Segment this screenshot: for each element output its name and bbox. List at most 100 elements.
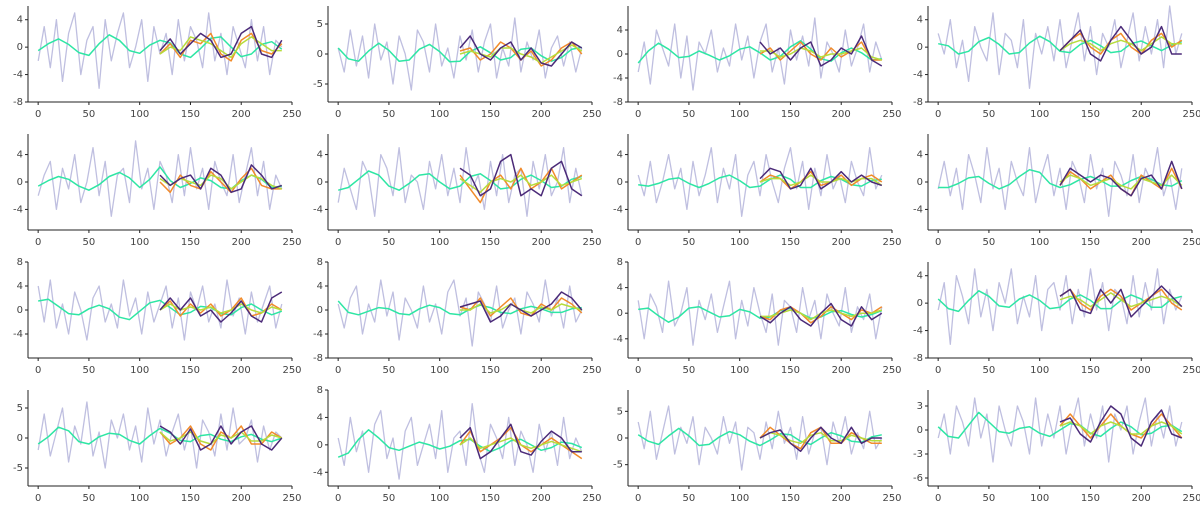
smooth-line <box>1059 285 1183 318</box>
smooth-line <box>38 298 283 321</box>
smooth-line <box>337 300 582 316</box>
observed-line <box>637 147 883 217</box>
panel: -8 -4 0 4 8 0 50 100 150 200 250 <box>313 257 602 376</box>
y-tick-label: -4 <box>313 467 323 478</box>
y-tick-label: 4 <box>617 283 623 294</box>
panel: -8 -4 0 4 0 50 100 150 200 250 <box>13 6 302 120</box>
x-tick-label: 50 <box>983 237 996 248</box>
x-tick-label: 0 <box>935 493 941 504</box>
x-tick-label: 50 <box>83 493 96 504</box>
y-tick-label: 4 <box>617 25 623 36</box>
observed-line <box>37 401 283 469</box>
x-tick-label: 100 <box>1030 109 1049 120</box>
smooth-line <box>759 306 883 324</box>
panel: -4 0 4 0 50 100 150 200 250 <box>913 134 1200 248</box>
panel: -4 0 4 8 0 50 100 150 200 250 <box>13 257 302 376</box>
y-tick-label: 0 <box>917 177 923 188</box>
panel: -8 -4 0 4 0 50 100 150 200 250 <box>913 5 1200 120</box>
x-tick-label: 100 <box>1030 493 1049 504</box>
smooth-line <box>459 167 583 204</box>
y-tick-label: 5 <box>17 403 23 414</box>
smooth-line <box>337 429 583 458</box>
x-tick-label: 250 <box>582 237 601 248</box>
smooth-line <box>759 302 883 327</box>
y-tick-label: 3 <box>917 401 923 412</box>
x-tick-label: 250 <box>1182 237 1200 248</box>
y-tick-label: 4 <box>917 15 923 26</box>
smooth-line <box>37 426 283 445</box>
smooth-line <box>37 34 283 59</box>
smooth-line <box>759 41 882 61</box>
smooth-line <box>1059 174 1183 190</box>
smooth-line <box>759 167 883 190</box>
observed-line <box>637 405 883 471</box>
smooth-line <box>159 425 283 451</box>
observed-line <box>937 268 1183 345</box>
y-tick-label: 4 <box>17 15 23 26</box>
panel: -4 0 4 8 0 50 100 150 200 250 <box>313 385 602 504</box>
y-tick-label: 4 <box>917 271 923 282</box>
y-tick-label: 4 <box>17 281 23 292</box>
smooth-line <box>1059 32 1183 55</box>
smooth-line <box>159 164 283 194</box>
x-tick-label: 100 <box>430 365 449 376</box>
x-tick-label: 50 <box>983 493 996 504</box>
y-tick-label: 0 <box>17 305 23 316</box>
x-tick-label: 100 <box>130 365 149 376</box>
y-tick-label: 0 <box>317 177 323 188</box>
x-tick-label: 50 <box>383 109 396 120</box>
y-tick-label: -4 <box>613 334 623 345</box>
x-tick-label: 200 <box>232 365 251 376</box>
x-tick-label: 100 <box>1030 365 1049 376</box>
x-tick-label: 50 <box>983 109 996 120</box>
smooth-line <box>159 36 282 59</box>
x-tick-label: 250 <box>282 365 301 376</box>
smooth-line <box>937 411 1183 439</box>
x-tick-label: 0 <box>635 237 641 248</box>
smooth-line <box>37 166 282 191</box>
smooth-line <box>1059 25 1182 62</box>
y-tick-label: 4 <box>317 281 323 292</box>
smooth-line <box>459 297 583 317</box>
x-tick-label: 250 <box>282 493 301 504</box>
x-tick-label: 200 <box>832 365 851 376</box>
x-tick-label: 0 <box>335 493 341 504</box>
x-tick-label: 50 <box>383 365 396 376</box>
x-tick-label: 0 <box>35 365 41 376</box>
smooth-line <box>638 306 883 323</box>
y-tick-label: 0 <box>617 177 623 188</box>
x-tick-label: 50 <box>383 237 396 248</box>
smooth-line <box>459 423 582 460</box>
x-tick-label: 100 <box>1030 237 1049 248</box>
x-tick-label: 250 <box>582 109 601 120</box>
observed-line <box>337 403 583 480</box>
x-tick-label: 0 <box>335 109 341 120</box>
observed-line <box>337 279 583 347</box>
x-tick-label: 0 <box>935 109 941 120</box>
x-tick-label: 50 <box>83 237 96 248</box>
y-tick-label: -6 <box>913 473 923 484</box>
smooth-line <box>159 25 283 59</box>
panel: -4 0 4 0 50 100 150 200 250 <box>313 134 602 248</box>
panel: -8 -4 0 4 0 50 100 150 200 250 <box>613 6 902 120</box>
x-tick-label: 200 <box>1132 109 1151 120</box>
y-tick-label: 0 <box>17 433 23 444</box>
x-tick-label: 100 <box>430 493 449 504</box>
x-tick-label: 50 <box>83 365 96 376</box>
x-tick-label: 100 <box>130 109 149 120</box>
y-tick-label: -8 <box>613 97 623 108</box>
smooth-line <box>159 291 283 323</box>
y-tick-label: 0 <box>17 42 23 53</box>
smooth-line <box>938 35 1183 55</box>
y-tick-label: -4 <box>613 73 623 84</box>
y-tick-label: -5 <box>313 79 323 90</box>
y-tick-label: -4 <box>13 204 23 215</box>
x-tick-label: 200 <box>532 237 551 248</box>
observed-line <box>337 147 583 217</box>
y-tick-label: -4 <box>913 326 923 337</box>
y-tick-label: 0 <box>917 425 923 436</box>
smooth-line <box>1059 405 1183 447</box>
panel: -4 0 4 8 0 50 100 150 200 250 <box>613 257 902 376</box>
y-tick-label: 5 <box>317 19 323 30</box>
